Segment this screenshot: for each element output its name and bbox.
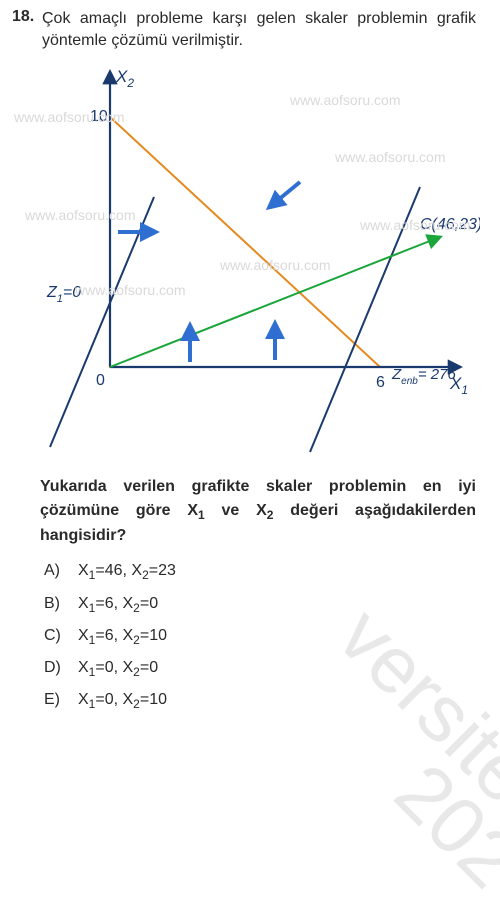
option-text: X1=0, X2=10 xyxy=(78,691,167,711)
option-text: X1=6, X2=0 xyxy=(78,595,158,615)
question-intro: Çok amaçlı probleme karşı gelen skaler p… xyxy=(42,8,476,51)
option-letter: B) xyxy=(44,595,78,613)
prompt-part-2: ve X xyxy=(205,502,267,519)
zenb-line xyxy=(310,187,420,452)
question-heading: 18. Çok amaçlı probleme karşı gelen skal… xyxy=(12,8,476,51)
y-axis-label: X2 xyxy=(115,67,134,90)
chart-area: 1060X1X2Z1=0Zenb= 276C(46,23) www.aofsor… xyxy=(20,57,480,457)
option-row[interactable]: A)X1=46, X2=23 xyxy=(44,562,500,582)
question-prompt: Yukarıda verilen grafikte skaler problem… xyxy=(0,457,500,548)
z1-label: Z1=0 xyxy=(46,284,81,305)
zenb-label: Zenb= 276 xyxy=(391,366,456,387)
chart-svg: 1060X1X2Z1=0Zenb= 276C(46,23) xyxy=(20,57,480,457)
origin-label: 0 xyxy=(96,372,105,389)
option-letter: E) xyxy=(44,691,78,709)
question-block: 18. Çok amaçlı probleme karşı gelen skal… xyxy=(0,0,500,51)
x-tick-6: 6 xyxy=(376,374,385,391)
option-row[interactable]: D)X1=0, X2=0 xyxy=(44,659,500,679)
feasible-region-triangle xyxy=(110,117,380,367)
option-text: X1=0, X2=0 xyxy=(78,659,158,679)
c-vector-label: C(46,23) xyxy=(420,216,480,233)
option-letter: C) xyxy=(44,627,78,645)
option-row[interactable]: E)X1=0, X2=10 xyxy=(44,691,500,711)
option-letter: D) xyxy=(44,659,78,677)
large-watermark-2: 202 xyxy=(377,746,500,905)
y-tick-10: 10 xyxy=(90,108,108,125)
question-number: 18. xyxy=(12,8,42,26)
constraint-arrow xyxy=(272,182,300,205)
option-row[interactable]: C)X1=6, X2=10 xyxy=(44,627,500,647)
z1-line xyxy=(50,197,154,447)
option-text: X1=6, X2=10 xyxy=(78,627,167,647)
option-text: X1=46, X2=23 xyxy=(78,562,176,582)
prompt-sub-1: 1 xyxy=(198,508,205,522)
option-row[interactable]: B)X1=6, X2=0 xyxy=(44,595,500,615)
option-letter: A) xyxy=(44,562,78,580)
options-list: A)X1=46, X2=23B)X1=6, X2=0C)X1=6, X2=10D… xyxy=(0,548,500,711)
